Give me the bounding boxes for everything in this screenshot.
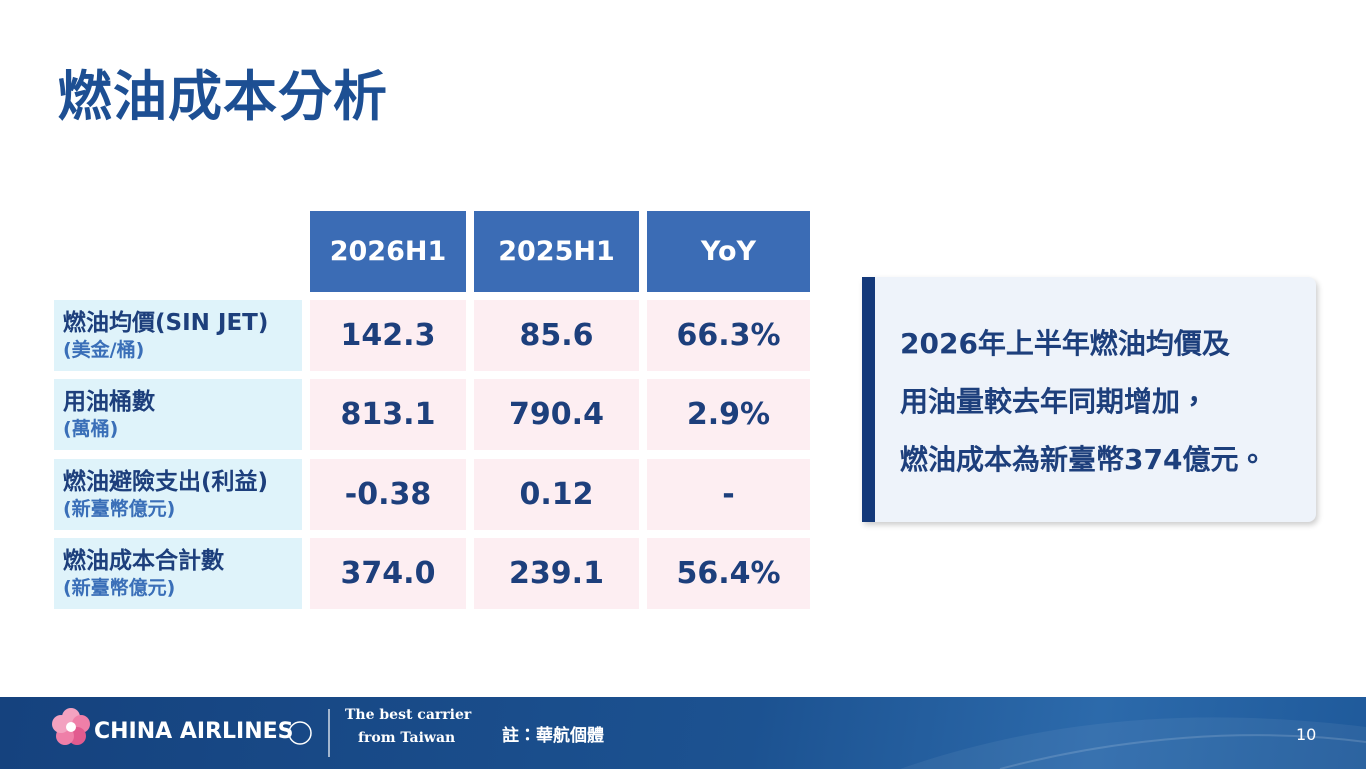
table-cell: 790.4 [474,379,639,450]
column-header: 2025H1 [474,211,639,292]
footer-bar: CHINA AIRLINES The best carrier from Tai… [0,697,1366,769]
brand-name: CHINA AIRLINES [94,719,294,744]
row-header: 燃油成本合計數 (新臺幣億元) [54,538,302,609]
table-cell: 2.9% [647,379,810,450]
table-cell: 0.12 [474,459,639,530]
footnote: 註：華航個體 [502,726,604,746]
row-unit: (美金/桶) [63,339,145,361]
row-unit: (新臺幣億元) [63,498,176,520]
table-cell: 239.1 [474,538,639,609]
row-unit: (新臺幣億元) [63,577,176,599]
row-label: 燃油均價(SIN JET) [63,310,269,336]
table-cell: 85.6 [474,300,639,371]
row-label: 用油桶數 [63,389,155,415]
slide-title: 燃油成本分析 [58,65,388,128]
table-cell: 56.4% [647,538,810,609]
tagline: The best carrier [345,707,472,723]
column-header: 2026H1 [310,211,466,292]
row-label: 燃油避險支出(利益) [63,469,269,495]
row-label: 燃油成本合計數 [63,548,224,574]
table-cell: 374.0 [310,538,466,609]
table-cell: - [647,459,810,530]
table-cell: 813.1 [310,379,466,450]
table-cell: 142.3 [310,300,466,371]
row-header: 燃油避險支出(利益) (新臺幣億元) [54,459,302,530]
callout-box [862,277,1316,522]
callout-accent [862,277,875,522]
footer-decor [52,708,1366,769]
logo-blossom [52,708,90,745]
page-number: 10 [1296,725,1317,744]
row-header: 燃油均價(SIN JET) (美金/桶) [54,300,302,371]
callout-line: 2026年上半年燃油均價及 [900,327,1230,360]
callout-line: 用油量較去年同期增加， [900,385,1209,418]
column-header: YoY [647,211,810,292]
table-cell: 66.3% [647,300,810,371]
table-cell: -0.38 [310,459,466,530]
callout-line: 燃油成本為新臺幣374億元。 [900,443,1267,476]
tagline: from Taiwan [358,730,456,746]
row-unit: (萬桶) [63,418,119,440]
row-header: 用油桶數 (萬桶) [54,379,302,450]
